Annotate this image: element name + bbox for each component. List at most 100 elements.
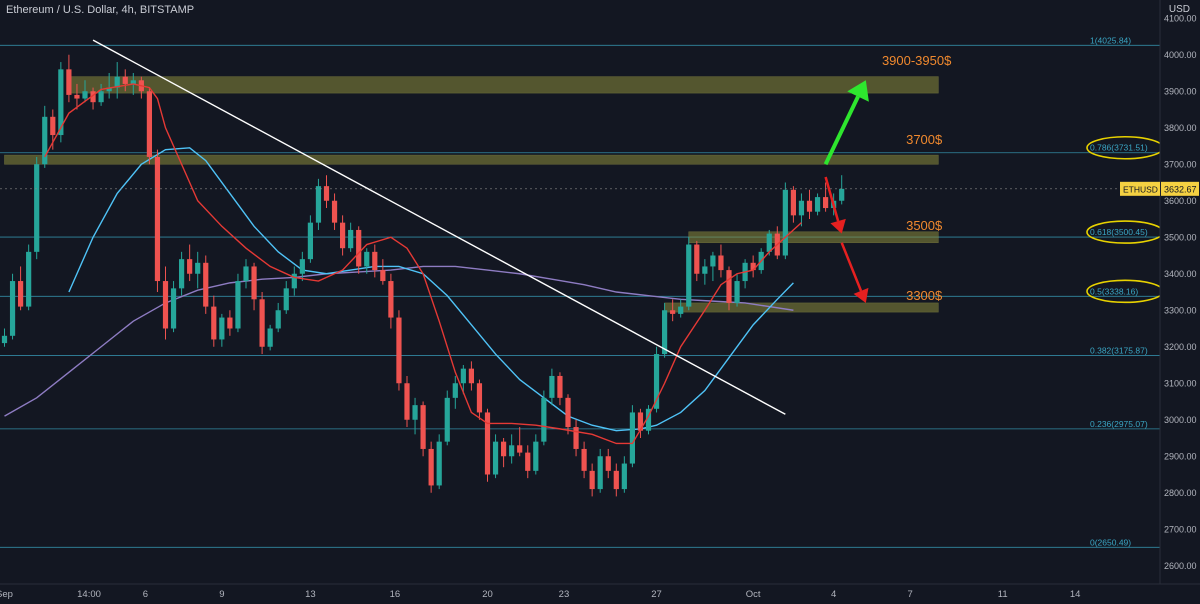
candle-body: [686, 244, 692, 307]
y-tick-label: 3000.00: [1164, 415, 1197, 425]
candle-body: [315, 186, 322, 223]
y-tick-label: 4000.00: [1164, 50, 1197, 60]
price-axis: [1160, 0, 1200, 604]
candle-body: [549, 375, 555, 398]
candle-body: [170, 288, 177, 329]
arrow-down-icon: [840, 242, 863, 292]
x-tick-label: 6: [143, 589, 148, 600]
candle-body: [114, 76, 120, 88]
candle-body: [637, 412, 644, 431]
candle-body: [348, 229, 354, 249]
candle-body: [1, 335, 8, 344]
x-tick-label: Sep: [0, 589, 13, 600]
x-tick-label: 16: [390, 589, 401, 600]
candle-body: [565, 397, 571, 428]
candle-body: [428, 448, 434, 486]
chart-title: Ethereum / U.S. Dollar, 4h, BITSTAMP: [6, 4, 195, 16]
candle-body: [130, 80, 136, 84]
fib-level-label: 0.618(3500.45): [1090, 227, 1148, 237]
candle-body: [613, 470, 619, 490]
level-annotation: 3700$: [906, 132, 943, 147]
candle-body: [814, 197, 821, 212]
y-tick-label: 2600.00: [1164, 561, 1197, 571]
candle-body: [517, 445, 523, 453]
currency-label: USD: [1168, 4, 1190, 15]
candle-body: [782, 189, 788, 256]
candle-body: [34, 164, 40, 252]
candle-body: [694, 244, 700, 274]
y-tick-label: 3800.00: [1164, 123, 1197, 133]
candle-body: [541, 397, 547, 442]
candle-body: [187, 259, 193, 274]
x-tick-label: 9: [219, 589, 224, 600]
x-tick-label: 14:00: [77, 589, 101, 600]
price-tag: [1161, 181, 1199, 196]
candle-body: [122, 76, 128, 84]
x-tick-label: 11: [998, 589, 1008, 600]
y-tick-label: 3700.00: [1164, 159, 1197, 169]
candle-body: [50, 116, 56, 136]
candle-body: [798, 200, 805, 216]
candle-body: [557, 375, 563, 398]
candle-body: [396, 317, 402, 384]
x-tick-label: 20: [482, 589, 493, 600]
candle-body: [251, 266, 257, 300]
ema-red-line: [44, 83, 802, 445]
y-tick-label: 3500.00: [1164, 232, 1197, 242]
symbol-tag: [1120, 181, 1160, 196]
candle-body: [436, 441, 442, 486]
x-tick-label: Oct: [746, 589, 761, 600]
candle-body: [468, 368, 474, 384]
candle-body: [243, 266, 249, 282]
candle-body: [444, 397, 450, 442]
candle-body: [372, 251, 378, 271]
ma-blue-line: [68, 147, 794, 432]
y-tick-label: 2700.00: [1164, 524, 1197, 534]
candle-body: [790, 189, 796, 216]
level-annotation: 3500$: [906, 218, 943, 233]
candle-body: [154, 156, 161, 282]
candle-body: [90, 91, 96, 103]
candle-body: [629, 412, 635, 464]
fib-level-label: 0.382(3175.87): [1090, 346, 1148, 356]
candle-body: [823, 197, 829, 209]
symbol-tag-label: ETHUSD: [1123, 184, 1158, 194]
x-tick-label: 13: [305, 589, 316, 600]
candle-body: [275, 310, 281, 329]
candle-body: [452, 383, 458, 398]
x-tick-label: 23: [559, 589, 570, 600]
fib-level-label: 0.236(2975.07): [1090, 419, 1148, 429]
y-tick-label: 3300.00: [1164, 305, 1197, 315]
y-tick-label: 3200.00: [1164, 342, 1197, 352]
level-annotation: 3900-3950$: [882, 53, 952, 68]
supply-demand-zone: [688, 231, 939, 244]
candle-body: [501, 441, 507, 457]
candle-body: [299, 259, 305, 274]
y-tick-label: 3900.00: [1164, 86, 1197, 96]
candle-body: [340, 222, 346, 249]
arrow-down-head-icon: [853, 287, 869, 303]
candle-body: [573, 427, 579, 449]
candle-body: [702, 266, 708, 274]
y-tick-label: 3600.00: [1164, 196, 1197, 206]
supply-demand-zone: [68, 76, 939, 94]
candle-body: [58, 69, 64, 136]
candle-body: [364, 251, 370, 267]
candle-body: [605, 456, 611, 471]
candle-body: [404, 383, 410, 420]
candle-body: [259, 299, 265, 347]
candle-body: [195, 262, 201, 274]
candle-body: [525, 452, 531, 471]
candle-body: [670, 310, 676, 314]
candle-body: [509, 445, 515, 457]
candle-body: [203, 262, 209, 307]
candle-body: [806, 200, 813, 212]
candle-body: [420, 405, 426, 449]
supply-demand-zone: [664, 302, 939, 313]
candle-body: [66, 69, 72, 95]
candle-body: [581, 448, 587, 471]
fib-level-label: 0.786(3731.51): [1090, 143, 1148, 153]
candle-body: [412, 405, 418, 420]
